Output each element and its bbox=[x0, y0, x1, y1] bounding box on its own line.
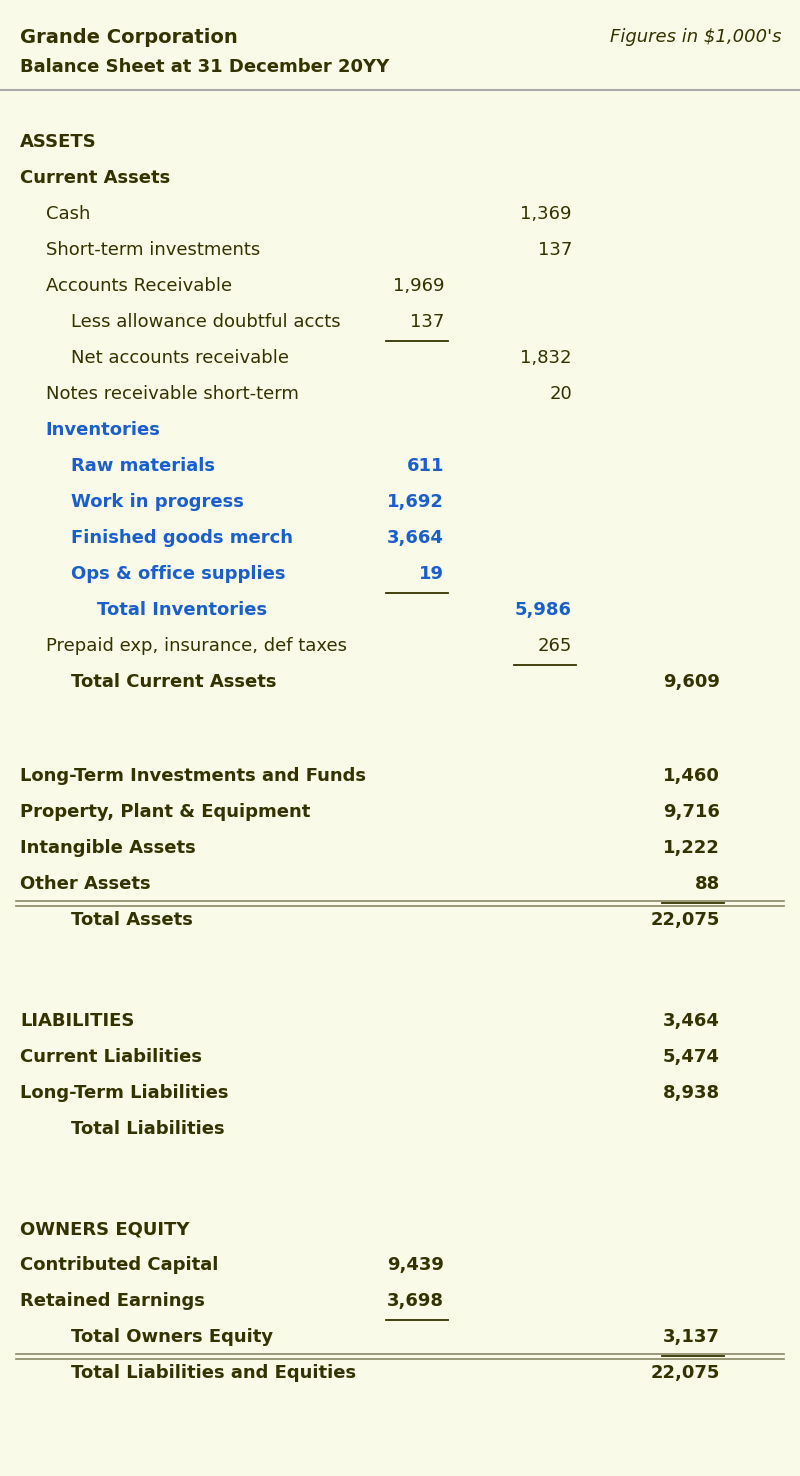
Text: 1,460: 1,460 bbox=[663, 766, 720, 785]
Text: 9,439: 9,439 bbox=[387, 1256, 444, 1274]
Text: Net accounts receivable: Net accounts receivable bbox=[71, 350, 290, 368]
Text: 1,222: 1,222 bbox=[663, 838, 720, 856]
Text: Total Liabilities and Equities: Total Liabilities and Equities bbox=[71, 1364, 356, 1383]
Text: 1,369: 1,369 bbox=[521, 205, 572, 223]
Text: Figures in $1,000's: Figures in $1,000's bbox=[610, 28, 782, 46]
Text: Other Assets: Other Assets bbox=[20, 875, 150, 893]
Text: 88: 88 bbox=[694, 875, 720, 893]
Text: Inventories: Inventories bbox=[46, 421, 161, 440]
Text: 3,664: 3,664 bbox=[387, 528, 444, 548]
Text: Balance Sheet at 31 December 20YY: Balance Sheet at 31 December 20YY bbox=[20, 58, 390, 75]
Text: 611: 611 bbox=[406, 458, 444, 475]
Text: 1,692: 1,692 bbox=[387, 493, 444, 511]
Text: Work in progress: Work in progress bbox=[71, 493, 244, 511]
Text: Total Current Assets: Total Current Assets bbox=[71, 673, 277, 691]
Text: Retained Earnings: Retained Earnings bbox=[20, 1293, 205, 1311]
Text: Short-term investments: Short-term investments bbox=[46, 241, 260, 260]
Text: Less allowance doubtful accts: Less allowance doubtful accts bbox=[71, 313, 341, 331]
Text: 3,698: 3,698 bbox=[387, 1293, 444, 1311]
Text: Property, Plant & Equipment: Property, Plant & Equipment bbox=[20, 803, 310, 821]
Text: Prepaid exp, insurance, def taxes: Prepaid exp, insurance, def taxes bbox=[46, 638, 346, 655]
Text: Grande Corporation: Grande Corporation bbox=[20, 28, 238, 47]
Text: 22,075: 22,075 bbox=[650, 1364, 720, 1383]
Text: 20: 20 bbox=[550, 385, 572, 403]
Text: Total Owners Equity: Total Owners Equity bbox=[71, 1328, 274, 1346]
Text: 265: 265 bbox=[538, 638, 572, 655]
Text: Ops & office supplies: Ops & office supplies bbox=[71, 565, 286, 583]
Text: Contributed Capital: Contributed Capital bbox=[20, 1256, 218, 1274]
Text: 137: 137 bbox=[410, 313, 444, 331]
Text: 1,832: 1,832 bbox=[521, 350, 572, 368]
Text: 22,075: 22,075 bbox=[650, 911, 720, 928]
Text: 3,464: 3,464 bbox=[663, 1011, 720, 1030]
Text: 137: 137 bbox=[538, 241, 572, 260]
Text: Long-Term Investments and Funds: Long-Term Investments and Funds bbox=[20, 766, 366, 785]
Text: Long-Term Liabilities: Long-Term Liabilities bbox=[20, 1083, 229, 1101]
Text: 8,938: 8,938 bbox=[663, 1083, 720, 1101]
Text: Raw materials: Raw materials bbox=[71, 458, 215, 475]
Text: Total Inventories: Total Inventories bbox=[97, 601, 267, 618]
Text: OWNERS EQUITY: OWNERS EQUITY bbox=[20, 1221, 190, 1238]
Text: Notes receivable short-term: Notes receivable short-term bbox=[46, 385, 298, 403]
Text: Total Assets: Total Assets bbox=[71, 911, 193, 928]
Text: Cash: Cash bbox=[46, 205, 90, 223]
Text: Accounts Receivable: Accounts Receivable bbox=[46, 277, 232, 295]
Text: 9,716: 9,716 bbox=[663, 803, 720, 821]
Text: 9,609: 9,609 bbox=[663, 673, 720, 691]
Text: 1,969: 1,969 bbox=[393, 277, 444, 295]
Text: 5,474: 5,474 bbox=[663, 1048, 720, 1066]
Text: LIABILITIES: LIABILITIES bbox=[20, 1011, 134, 1030]
Text: Intangible Assets: Intangible Assets bbox=[20, 838, 196, 856]
Text: 5,986: 5,986 bbox=[515, 601, 572, 618]
Text: ASSETS: ASSETS bbox=[20, 133, 97, 151]
Text: 19: 19 bbox=[419, 565, 444, 583]
Text: Total Liabilities: Total Liabilities bbox=[71, 1119, 225, 1138]
Text: Finished goods merch: Finished goods merch bbox=[71, 528, 293, 548]
Text: Current Liabilities: Current Liabilities bbox=[20, 1048, 202, 1066]
Text: Current Assets: Current Assets bbox=[20, 170, 170, 187]
Text: 3,137: 3,137 bbox=[663, 1328, 720, 1346]
